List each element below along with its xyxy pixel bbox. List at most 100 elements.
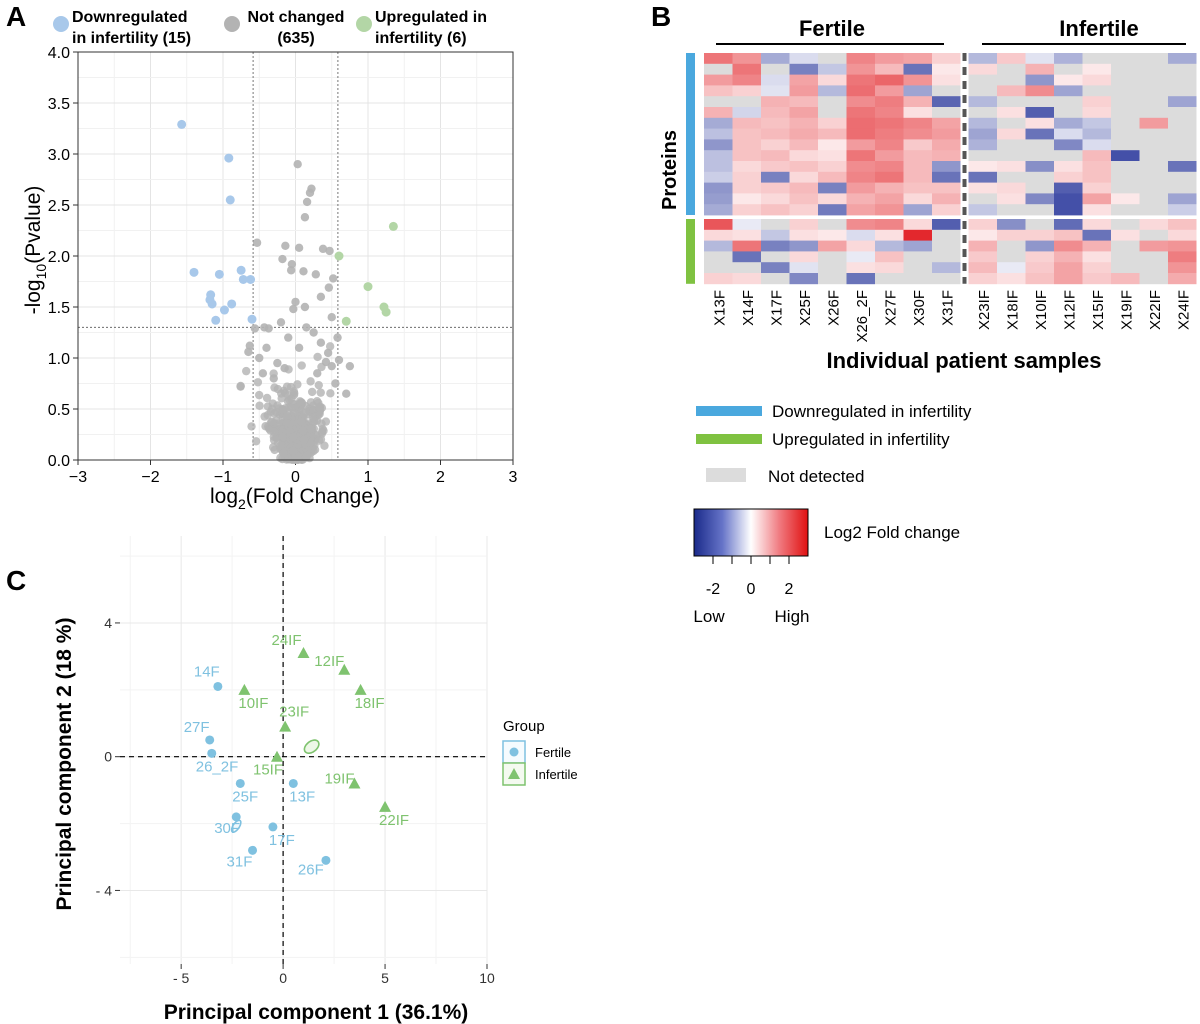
group-label-fertile: Fertile (799, 16, 865, 41)
heatmap-cell (789, 193, 818, 205)
pca-point-label: 23IF (279, 704, 309, 721)
heatmap-cell (704, 85, 733, 97)
pca-grid (120, 536, 488, 964)
heatmap-cell (1111, 229, 1140, 241)
legend-text-up: Upregulated in infertility (772, 430, 950, 449)
heatmap-cell (968, 53, 997, 65)
point-not-changed (297, 361, 306, 370)
heatmap-cell (1139, 85, 1168, 97)
heatmap: Fertile Infertile Proteins X13F X14F X17F X… (659, 16, 1197, 626)
heatmap-cell (968, 85, 997, 97)
heatmap-cell (1111, 53, 1140, 65)
heatmap-cell (997, 193, 1026, 205)
heatmap-cell (932, 193, 961, 205)
heatmap-cell (704, 139, 733, 151)
point-downregulated (246, 274, 256, 284)
point-not-changed (264, 324, 273, 333)
heatmap-cell (1025, 240, 1054, 252)
heatmap-cell (968, 204, 997, 216)
sample-label: X30F (911, 290, 928, 326)
point-not-changed (260, 412, 269, 421)
heatmap-cell (875, 273, 904, 285)
volcano-x-label: log2(Fold Change) (210, 485, 380, 512)
heatmap-cell (789, 229, 818, 241)
heatmap-cell (997, 262, 1026, 274)
heatmap-cell (1111, 182, 1140, 194)
colorbar-high-label: High (775, 607, 810, 626)
heatmap-cell (704, 273, 733, 285)
heatmap-cell (997, 240, 1026, 252)
heatmap-cell (1082, 193, 1111, 205)
heatmap-cell (1139, 139, 1168, 151)
heatmap-cell (1054, 204, 1083, 216)
heatmap-cell (846, 273, 875, 285)
heatmap-cell (761, 251, 790, 263)
pca-zero-lines (120, 536, 487, 964)
pca-x-tick-label: 10 (479, 970, 495, 986)
point-not-changed (267, 417, 277, 426)
sample-label: X18IF (1004, 290, 1021, 330)
heatmap-cell (761, 150, 790, 162)
heatmap-cell (932, 161, 961, 173)
heatmap-cell (1168, 96, 1197, 108)
heatmap-cell (704, 262, 733, 274)
heatmap-cell (732, 240, 761, 252)
heatmap-cell (1025, 96, 1054, 108)
pca-point-label: 15IF (253, 762, 283, 779)
heatmap-cell (968, 251, 997, 263)
point-not-changed (262, 393, 272, 403)
heatmap-cell (997, 171, 1026, 183)
x-tick-label: 0 (291, 469, 300, 486)
pca-point-label: 12IF (314, 653, 344, 670)
point-not-changed (331, 379, 340, 388)
heatmap-cell (846, 63, 875, 75)
heatmap-cell (1168, 63, 1197, 75)
legend-label-down-1: Downregulated (72, 9, 188, 26)
heatmap-cell (1139, 74, 1168, 86)
y-tick-label: 1.0 (48, 351, 70, 368)
heatmap-cell (1168, 273, 1197, 285)
heatmap-cell (1111, 262, 1140, 274)
point-not-changed (262, 343, 271, 352)
heatmap-cell (1139, 53, 1168, 65)
heatmap-cell (1054, 262, 1083, 274)
point-not-changed (302, 323, 311, 332)
heatmap-cell (761, 182, 790, 194)
heatmap-cell (997, 96, 1026, 108)
legend-label-down-2: in infertility (15) (72, 30, 191, 47)
heatmap-cell (761, 193, 790, 205)
heatmap-cell (846, 139, 875, 151)
heatmap-cell (818, 240, 847, 252)
heatmap-cell (1111, 193, 1140, 205)
point-not-changed (252, 238, 262, 247)
heatmap-cell (1168, 85, 1197, 97)
heatmap-cell (932, 53, 961, 65)
heatmap-cell (903, 251, 932, 263)
heatmap-cell (997, 107, 1026, 119)
heatmap-cell (818, 204, 847, 216)
pca-plot-area (120, 536, 487, 964)
heatmap-cell (1054, 53, 1083, 65)
heatmap-cell (903, 273, 932, 285)
point-not-changed (326, 389, 335, 398)
colorbar (693, 508, 809, 557)
heatmap-cell (818, 53, 847, 65)
heatmap-cell (903, 171, 932, 183)
pca-point-31F (248, 845, 258, 855)
point-not-changed (333, 333, 342, 342)
heatmap-cell (1111, 74, 1140, 86)
point-not-changed (255, 353, 264, 363)
heatmap-cell (818, 63, 847, 75)
point-upregulated (363, 282, 373, 292)
heatmap-cell (1139, 96, 1168, 108)
heatmap-cell (932, 85, 961, 97)
heatmap-cell (932, 96, 961, 108)
heatmap-cell (1111, 171, 1140, 183)
point-downregulated (227, 299, 237, 309)
point-downregulated (236, 265, 246, 275)
pca-point-label: 30F (214, 820, 240, 837)
legend-label-nochange-2: (635) (277, 30, 314, 47)
heatmap-cell (1082, 117, 1111, 129)
heatmap-cell (732, 53, 761, 65)
point-not-changed (309, 405, 318, 415)
